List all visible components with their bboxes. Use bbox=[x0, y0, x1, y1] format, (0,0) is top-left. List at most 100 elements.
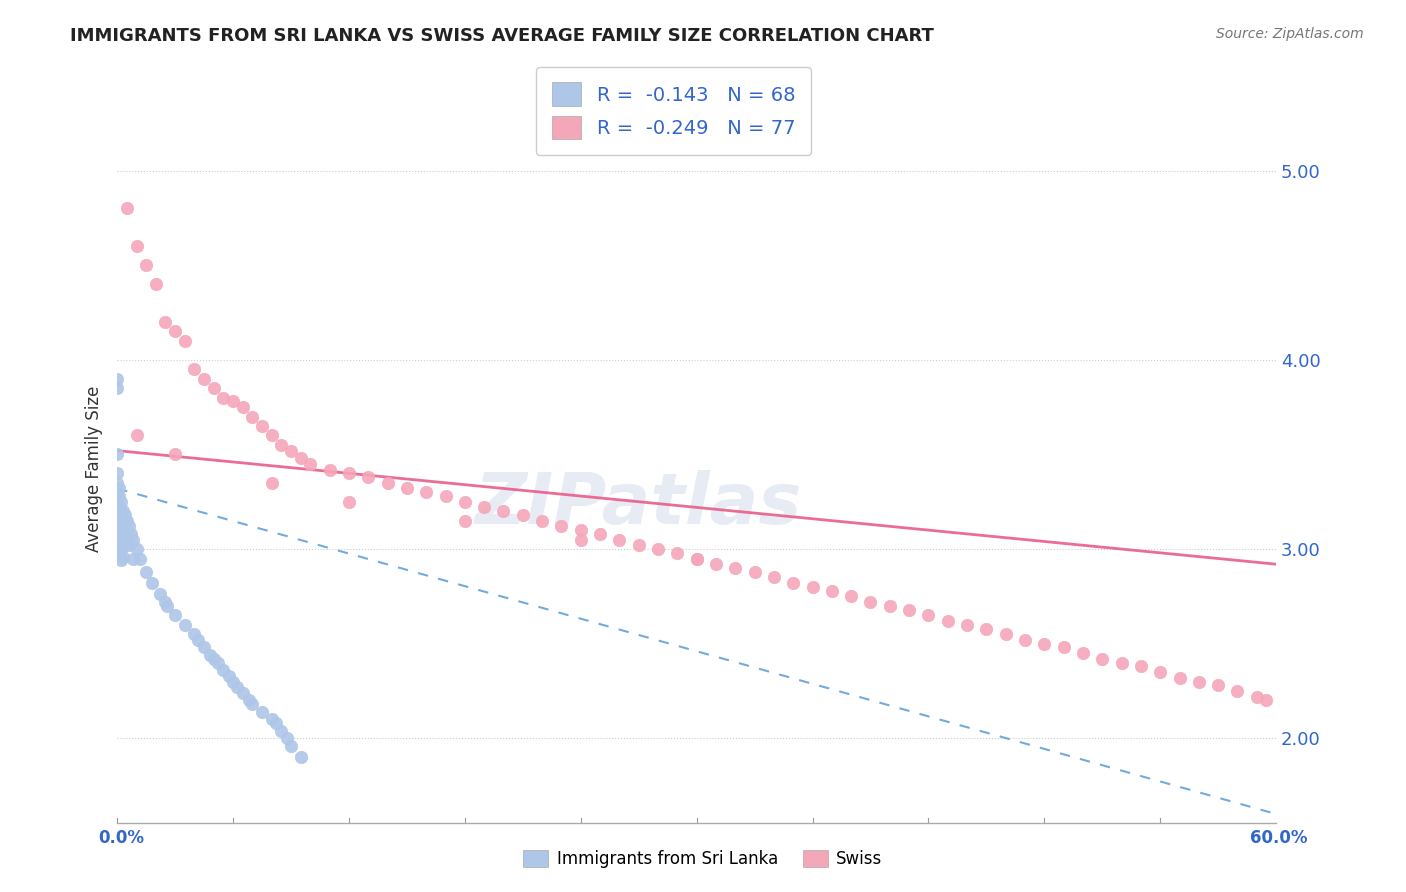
Point bbox=[357, 470, 380, 484]
Text: ZIPatlas: ZIPatlas bbox=[475, 469, 803, 539]
Point bbox=[1129, 659, 1152, 673]
Point bbox=[1091, 652, 1114, 666]
Point bbox=[242, 409, 264, 424]
Point bbox=[318, 462, 340, 476]
Point bbox=[212, 663, 235, 677]
Point bbox=[202, 652, 225, 666]
Point bbox=[724, 561, 747, 575]
Point bbox=[173, 617, 195, 632]
Point bbox=[110, 542, 132, 557]
Point bbox=[202, 381, 225, 395]
Point bbox=[105, 475, 128, 490]
Point bbox=[1014, 632, 1036, 647]
Point bbox=[198, 648, 221, 662]
Point bbox=[647, 542, 669, 557]
Point bbox=[782, 576, 804, 591]
Point bbox=[105, 372, 128, 386]
Point bbox=[531, 514, 554, 528]
Point bbox=[415, 485, 437, 500]
Point bbox=[212, 391, 235, 405]
Point bbox=[242, 698, 264, 712]
Point bbox=[108, 489, 131, 503]
Point bbox=[260, 712, 283, 726]
Point bbox=[250, 419, 273, 434]
Point bbox=[108, 508, 131, 522]
Point bbox=[685, 551, 707, 566]
Point bbox=[125, 239, 148, 253]
Point bbox=[110, 508, 132, 522]
Point bbox=[110, 519, 132, 533]
Point bbox=[898, 602, 921, 616]
Point bbox=[155, 315, 177, 329]
Point bbox=[118, 519, 141, 533]
Point bbox=[270, 723, 292, 738]
Point bbox=[1052, 640, 1074, 655]
Point bbox=[290, 750, 312, 764]
Point bbox=[627, 538, 650, 552]
Point bbox=[187, 632, 209, 647]
Point bbox=[108, 542, 131, 557]
Point bbox=[111, 538, 134, 552]
Point bbox=[276, 731, 298, 746]
Point bbox=[105, 523, 128, 537]
Point bbox=[839, 590, 862, 604]
Point bbox=[589, 527, 612, 541]
Point bbox=[917, 608, 939, 623]
Point bbox=[105, 514, 128, 528]
Point bbox=[155, 595, 177, 609]
Point bbox=[135, 565, 157, 579]
Point bbox=[165, 608, 187, 623]
Point bbox=[108, 523, 131, 537]
Point bbox=[149, 587, 172, 601]
Point bbox=[270, 438, 292, 452]
Legend: R =  -0.143   N = 68, R =  -0.249   N = 77: R = -0.143 N = 68, R = -0.249 N = 77 bbox=[536, 67, 811, 155]
Point bbox=[994, 627, 1017, 641]
Legend: Immigrants from Sri Lanka, Swiss: Immigrants from Sri Lanka, Swiss bbox=[517, 843, 889, 875]
Point bbox=[801, 580, 824, 594]
Point bbox=[110, 531, 132, 545]
Point bbox=[226, 680, 249, 694]
Point bbox=[111, 527, 134, 541]
Point bbox=[232, 400, 254, 414]
Point bbox=[936, 614, 959, 628]
Point bbox=[193, 372, 215, 386]
Point bbox=[264, 716, 287, 731]
Point bbox=[976, 622, 998, 636]
Point bbox=[290, 451, 312, 466]
Point bbox=[114, 538, 136, 552]
Point bbox=[744, 565, 766, 579]
Point bbox=[472, 500, 495, 515]
Point bbox=[111, 516, 134, 530]
Point bbox=[105, 447, 128, 461]
Point bbox=[141, 576, 163, 591]
Point bbox=[105, 467, 128, 481]
Point bbox=[218, 669, 240, 683]
Point bbox=[704, 558, 727, 572]
Point bbox=[260, 475, 283, 490]
Point bbox=[395, 482, 418, 496]
Point bbox=[512, 508, 534, 522]
Point bbox=[114, 523, 136, 537]
Point bbox=[135, 258, 157, 272]
Point bbox=[492, 504, 515, 518]
Point bbox=[222, 394, 245, 409]
Point bbox=[129, 551, 152, 566]
Y-axis label: Average Family Size: Average Family Size bbox=[86, 385, 103, 552]
Point bbox=[1256, 693, 1278, 707]
Point bbox=[1206, 678, 1229, 692]
Point bbox=[156, 599, 179, 613]
Point bbox=[260, 428, 283, 442]
Point bbox=[105, 381, 128, 395]
Point bbox=[1033, 637, 1056, 651]
Point bbox=[121, 533, 143, 547]
Point bbox=[609, 533, 631, 547]
Point bbox=[685, 551, 707, 566]
Point bbox=[120, 527, 142, 541]
Point bbox=[821, 583, 844, 598]
Point bbox=[173, 334, 195, 348]
Point bbox=[121, 551, 143, 566]
Point bbox=[111, 504, 134, 518]
Point bbox=[1188, 674, 1211, 689]
Point bbox=[280, 443, 302, 458]
Point bbox=[1168, 671, 1191, 685]
